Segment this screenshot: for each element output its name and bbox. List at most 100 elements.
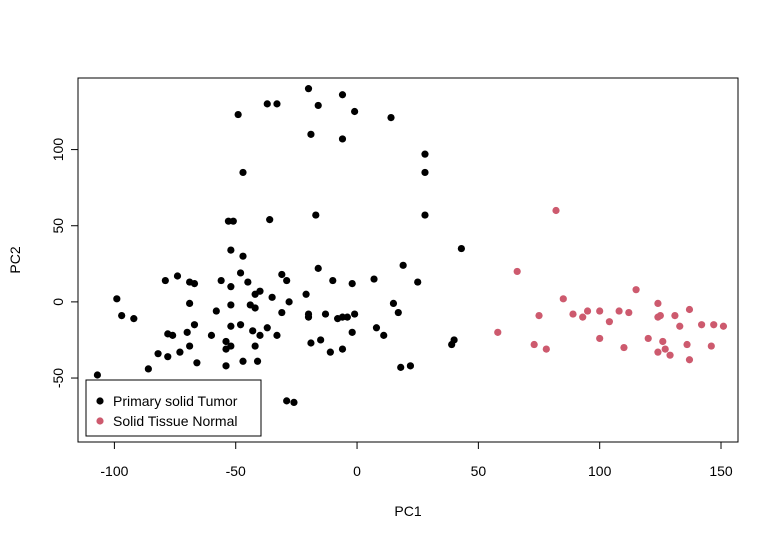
point-primary-solid-tumor: [227, 246, 235, 254]
point-primary-solid-tumor: [93, 371, 102, 379]
point-solid-tissue-normal: [605, 318, 613, 326]
point-primary-solid-tumor: [118, 311, 126, 320]
point-primary-solid-tumor: [348, 328, 356, 336]
point-primary-solid-tumor: [372, 324, 381, 332]
point-solid-tissue-normal: [685, 356, 694, 364]
point-solid-tissue-normal: [719, 322, 728, 330]
point-solid-tissue-normal: [661, 345, 669, 353]
point-primary-solid-tumor: [389, 299, 398, 308]
point-primary-solid-tumor: [236, 321, 245, 329]
point-solid-tissue-normal: [513, 267, 521, 276]
point-primary-solid-tumor: [414, 278, 422, 286]
point-solid-tissue-normal: [683, 340, 691, 349]
y-tick-label: 0: [50, 298, 66, 306]
point-primary-solid-tumor: [239, 357, 247, 365]
point-primary-solid-tumor: [113, 295, 121, 303]
point-primary-solid-tumor: [421, 211, 429, 219]
point-primary-solid-tumor: [239, 252, 247, 260]
y-axis-label: PC2: [7, 246, 23, 273]
point-primary-solid-tumor: [317, 336, 325, 344]
point-primary-solid-tumor: [227, 322, 235, 330]
point-primary-solid-tumor: [251, 304, 259, 312]
point-solid-tissue-normal: [596, 334, 604, 343]
point-primary-solid-tumor: [186, 299, 194, 308]
point-primary-solid-tumor: [283, 276, 291, 285]
point-primary-solid-tumor: [334, 315, 342, 323]
point-solid-tissue-normal: [620, 343, 628, 352]
point-primary-solid-tumor: [217, 276, 225, 285]
point-primary-solid-tumor: [278, 270, 286, 279]
point-primary-solid-tumor: [212, 307, 220, 315]
point-primary-solid-tumor: [394, 308, 402, 317]
point-solid-tissue-normal: [552, 206, 560, 215]
point-primary-solid-tumor: [234, 110, 242, 119]
y-axis: -50 0 50 100: [50, 138, 79, 388]
y-tick-label: 100: [50, 138, 66, 162]
point-primary-solid-tumor: [239, 168, 247, 177]
x-axis: -100 -50 0 50 100 150: [100, 441, 733, 479]
point-primary-solid-tumor: [169, 331, 177, 339]
point-primary-solid-tumor: [304, 313, 313, 321]
legend-marker-solid-tissue-normal: [96, 417, 104, 425]
point-primary-solid-tumor: [176, 348, 184, 356]
point-primary-solid-tumor: [290, 398, 298, 407]
point-primary-solid-tumor: [348, 280, 356, 288]
point-primary-solid-tumor: [314, 101, 322, 110]
point-solid-tissue-normal: [685, 305, 694, 314]
point-primary-solid-tumor: [154, 350, 162, 358]
point-primary-solid-tumor: [207, 331, 216, 339]
point-primary-solid-tumor: [224, 217, 233, 225]
point-solid-tissue-normal: [569, 310, 577, 318]
point-primary-solid-tumor: [285, 298, 293, 306]
point-primary-solid-tumor: [144, 365, 152, 373]
point-solid-tissue-normal: [625, 308, 633, 317]
point-primary-solid-tumor: [161, 276, 169, 285]
point-primary-solid-tumor: [273, 100, 281, 108]
x-tick-label: 100: [588, 463, 612, 479]
point-primary-solid-tumor: [312, 211, 320, 219]
point-primary-solid-tumor: [251, 290, 259, 298]
point-solid-tissue-normal: [644, 334, 652, 343]
point-primary-solid-tumor: [193, 359, 201, 367]
point-primary-solid-tumor: [343, 313, 351, 321]
point-solid-tissue-normal: [698, 321, 706, 329]
point-primary-solid-tumor: [222, 345, 230, 353]
point-solid-tissue-normal: [542, 345, 550, 353]
point-solid-tissue-normal: [666, 351, 674, 359]
point-primary-solid-tumor: [278, 308, 286, 317]
x-tick-label: -50: [226, 463, 246, 479]
legend: Primary solid Tumor Solid Tissue Normal: [85, 379, 262, 437]
point-primary-solid-tumor: [351, 310, 359, 318]
point-solid-tissue-normal: [615, 307, 623, 315]
point-solid-tissue-normal: [579, 313, 587, 321]
point-solid-tissue-normal: [707, 342, 715, 350]
point-primary-solid-tumor: [302, 290, 310, 298]
point-primary-solid-tumor: [338, 135, 347, 143]
point-primary-solid-tumor: [173, 272, 182, 280]
point-primary-solid-tumor: [249, 327, 257, 335]
point-solid-tissue-normal: [530, 340, 538, 349]
point-solid-tissue-normal: [535, 311, 543, 320]
point-solid-tissue-normal: [676, 322, 684, 330]
point-primary-solid-tumor: [283, 397, 291, 405]
point-primary-solid-tumor: [457, 244, 465, 253]
point-primary-solid-tumor: [326, 348, 334, 356]
x-axis-label: PC1: [394, 503, 421, 519]
point-primary-solid-tumor: [164, 353, 172, 361]
point-primary-solid-tumor: [329, 276, 337, 285]
legend-label-solid-tissue-normal: Solid Tissue Normal: [113, 413, 238, 429]
point-solid-tissue-normal: [654, 299, 662, 308]
legend-box: [85, 379, 262, 437]
point-primary-solid-tumor: [186, 278, 194, 286]
point-primary-solid-tumor: [387, 113, 395, 122]
point-primary-solid-tumor: [227, 283, 235, 291]
point-primary-solid-tumor: [190, 321, 199, 329]
point-primary-solid-tumor: [244, 278, 252, 286]
point-primary-solid-tumor: [314, 264, 322, 272]
point-primary-solid-tumor: [130, 315, 138, 323]
point-primary-solid-tumor: [263, 100, 271, 108]
point-primary-solid-tumor: [253, 357, 262, 365]
point-primary-solid-tumor: [268, 293, 276, 301]
point-primary-solid-tumor: [251, 342, 259, 350]
